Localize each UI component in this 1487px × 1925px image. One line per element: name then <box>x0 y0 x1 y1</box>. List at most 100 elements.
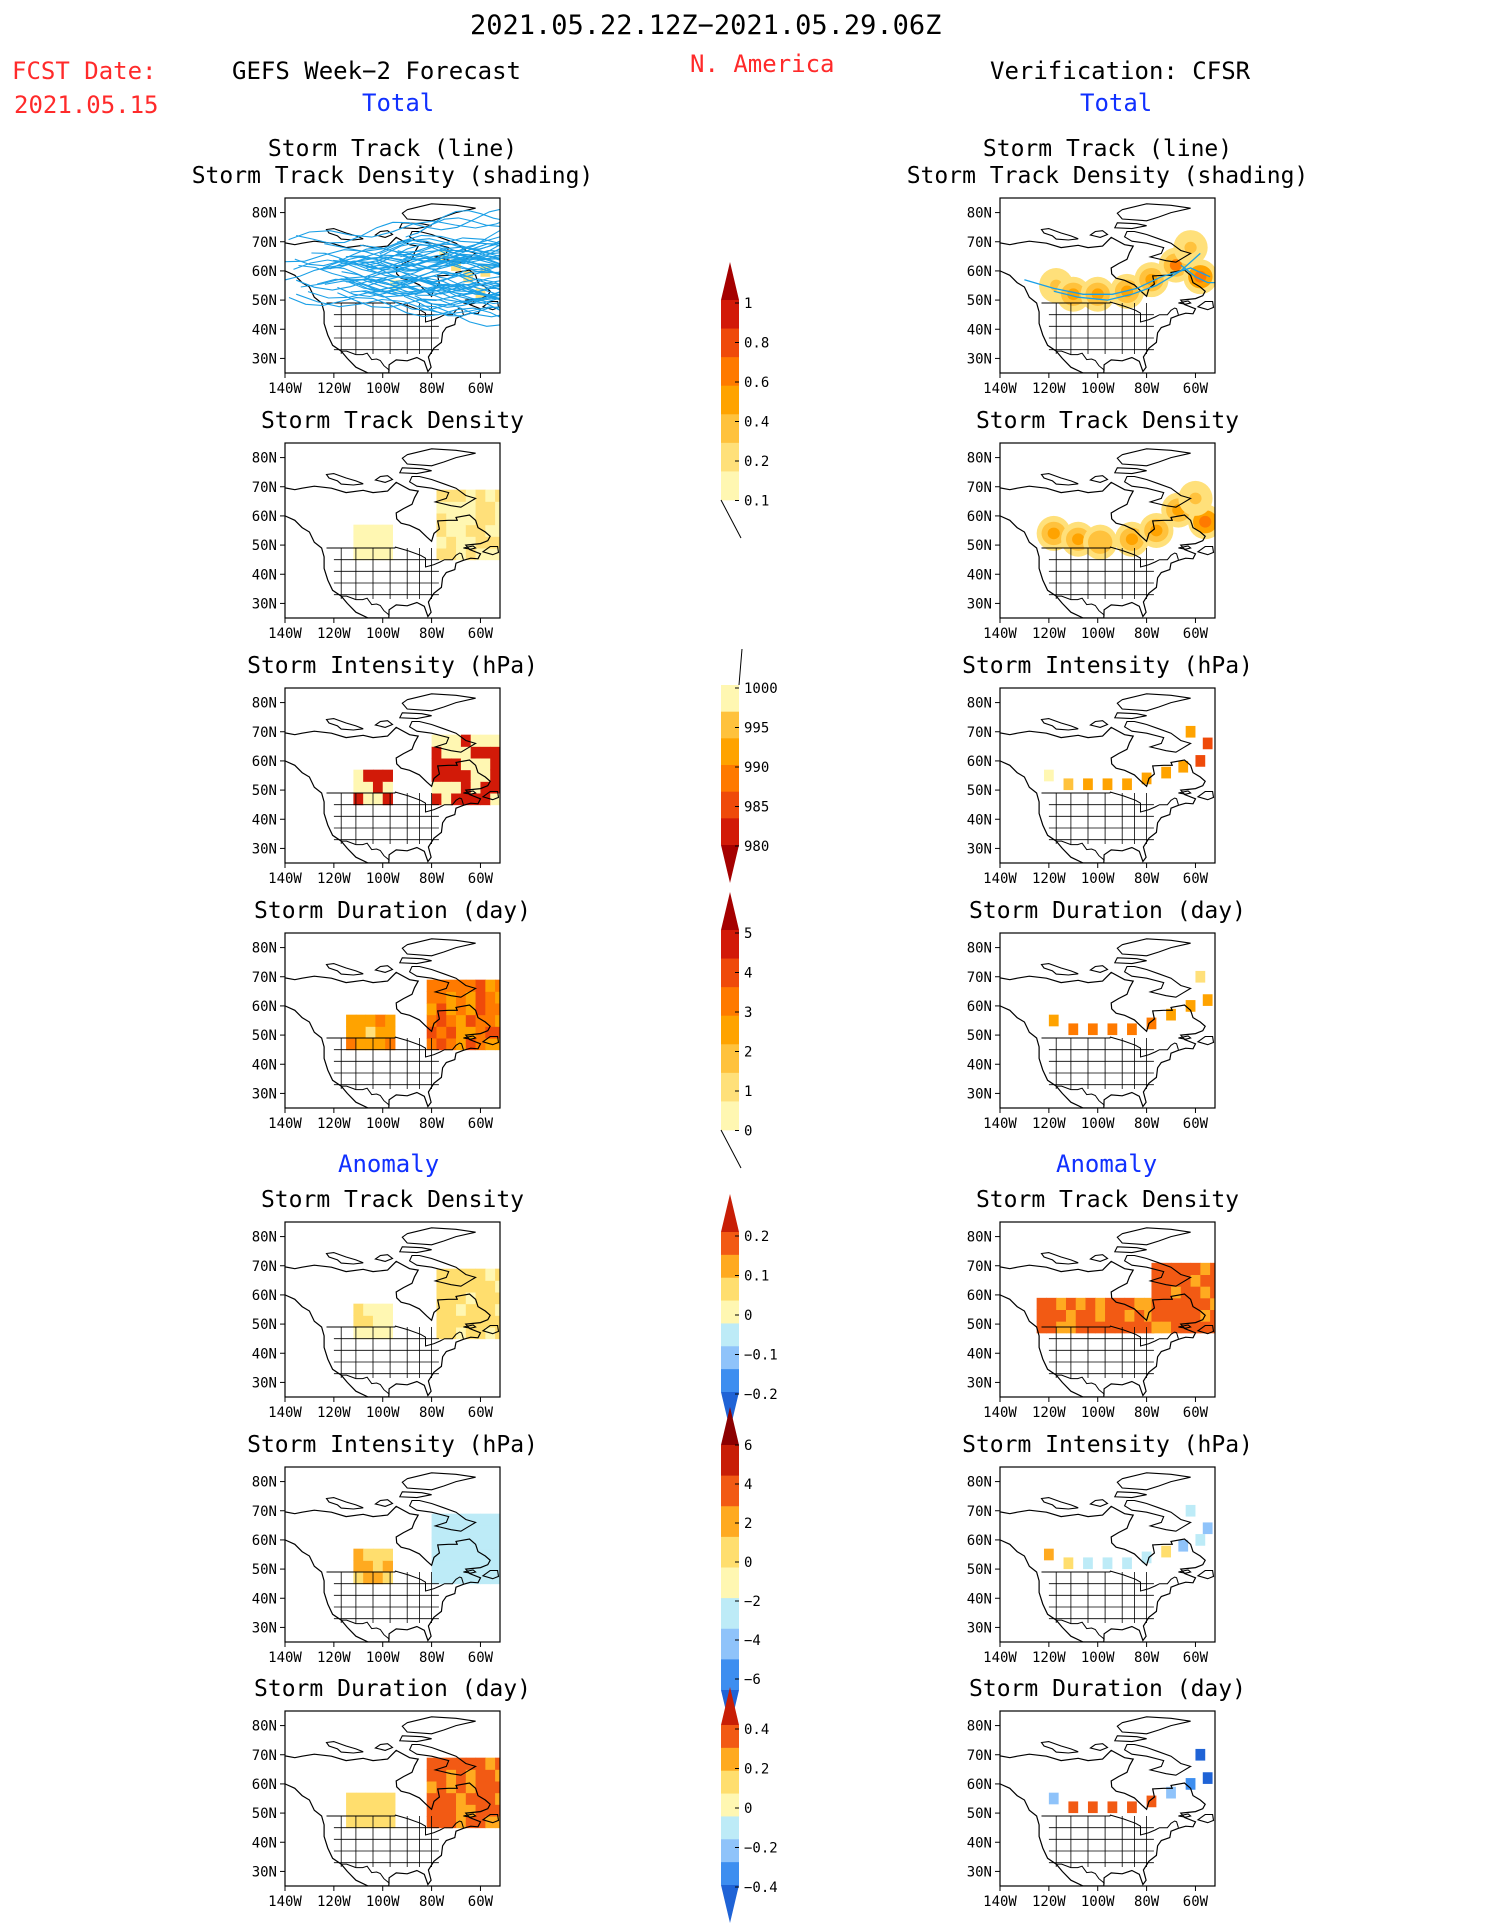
shade-cell <box>1095 1297 1106 1310</box>
shade-cell <box>1151 1321 1162 1334</box>
shade-cell <box>485 1014 496 1027</box>
shade-cell <box>1056 1309 1067 1322</box>
shade-cell <box>431 1513 442 1526</box>
island-outline <box>463 545 477 550</box>
shade-cell <box>365 1026 376 1039</box>
colorbar-segment <box>721 1300 739 1324</box>
shade-cell <box>1102 778 1113 791</box>
shade-cell <box>363 1327 374 1340</box>
shade-cell <box>475 1280 486 1293</box>
shade-cell <box>446 1268 457 1281</box>
shade-cell <box>495 548 500 561</box>
shade-cell <box>470 1525 481 1538</box>
shade-cell <box>441 758 452 771</box>
shade-cell <box>456 524 467 537</box>
shade-cell <box>495 1268 500 1281</box>
island-outline <box>1123 1254 1192 1287</box>
colorbar-segment <box>721 818 739 846</box>
lat-tick-label: 40N <box>967 1591 992 1607</box>
shade-cell <box>1195 755 1206 767</box>
density-blob-core <box>1199 515 1212 528</box>
lon-tick-label: 120W <box>1032 871 1066 887</box>
storm-track-line <box>329 260 500 280</box>
colorbar-segment <box>721 1567 739 1599</box>
shade-cell <box>456 1003 467 1016</box>
lat-tick-label: 60N <box>252 264 277 280</box>
shade-cell <box>1200 1262 1211 1275</box>
storm-track-line <box>403 295 500 317</box>
us-mexico-border <box>1056 840 1105 861</box>
colorbar-extend-top <box>721 892 739 930</box>
shade-cell <box>490 758 500 771</box>
shade-cell <box>446 1757 457 1770</box>
island-outline <box>481 790 500 801</box>
island-outline <box>1116 1472 1191 1491</box>
shade-cell <box>465 536 477 549</box>
lat-tick-label: 80N <box>967 206 992 222</box>
lon-tick-label: 60W <box>1183 1405 1209 1421</box>
shade-cell <box>480 746 491 759</box>
shade-cell <box>353 1560 364 1573</box>
shade-cell <box>446 548 457 561</box>
colorbar-label: 0 <box>744 1555 752 1571</box>
lat-tick-label: 60N <box>252 999 277 1015</box>
shade-cell <box>1114 1309 1126 1322</box>
lon-tick-label: 120W <box>317 1405 351 1421</box>
shade-cell <box>372 769 384 782</box>
panel-title: Storm Intensity (hPa) <box>962 653 1253 679</box>
shade-cell <box>446 1804 457 1817</box>
shade-cell <box>451 1572 462 1585</box>
shade-cell <box>470 793 481 806</box>
map-frame <box>999 197 1216 374</box>
lat-tick-label: 60N <box>967 1288 992 1304</box>
map-panel-f_duration: Storm Duration (day) 80N 70N 60N 50N 40N 30N 14… <box>252 898 531 1132</box>
lon-tick-label: 60W <box>1183 381 1209 397</box>
island-outline <box>1116 203 1191 222</box>
island-outline <box>408 1499 477 1532</box>
shade-cell <box>485 1757 496 1770</box>
storm-track-line <box>405 210 500 238</box>
shade-cell <box>382 524 393 537</box>
lon-tick-label: 140W <box>983 1894 1017 1910</box>
shade-cell <box>1202 994 1213 1006</box>
colorbar-segment <box>721 1072 739 1102</box>
shade-cell <box>353 793 364 806</box>
shade-cell <box>446 1769 457 1782</box>
shade-cell <box>1178 1539 1189 1552</box>
shade-cell <box>446 536 457 549</box>
colorbar-segment <box>721 958 739 988</box>
coastline <box>1000 1260 1206 1397</box>
island-outline <box>401 1227 476 1246</box>
lat-tick-label: 40N <box>252 567 277 583</box>
lon-tick-label: 80W <box>419 1116 445 1132</box>
lon-tick-label: 120W <box>317 381 351 397</box>
lon-tick-label: 140W <box>983 871 1017 887</box>
lat-tick-label: 70N <box>252 970 277 986</box>
island-outline <box>401 693 476 712</box>
island-outline <box>398 1246 432 1254</box>
shade-cell <box>355 1026 367 1039</box>
island-outline <box>374 475 394 483</box>
shade-cell <box>372 1548 384 1561</box>
shade-cell <box>475 1003 486 1016</box>
shade-cell <box>475 1769 486 1782</box>
shade-cell <box>475 1292 486 1305</box>
island-outline <box>398 467 432 475</box>
colorbar-segment <box>721 1254 739 1279</box>
lon-tick-label: 100W <box>1081 1894 1115 1910</box>
shade-cell <box>495 1038 500 1051</box>
colorbar-label: 0.1 <box>744 1269 769 1285</box>
shade-cell <box>1122 778 1132 791</box>
shade-cell <box>456 979 467 992</box>
panel-title: Storm Intensity (hPa) <box>247 1432 538 1458</box>
shade-cell <box>465 1315 477 1328</box>
shade-cell <box>446 1003 457 1016</box>
lat-tick-label: 80N <box>252 206 277 222</box>
shade-cell <box>456 1315 467 1328</box>
island-outline <box>481 545 500 556</box>
us-mexico-border <box>1056 350 1105 371</box>
map-frame <box>999 442 1216 619</box>
shade-cell <box>1085 1297 1096 1310</box>
lat-tick-label: 30N <box>252 1620 277 1636</box>
colorbar-segment <box>721 1839 739 1863</box>
